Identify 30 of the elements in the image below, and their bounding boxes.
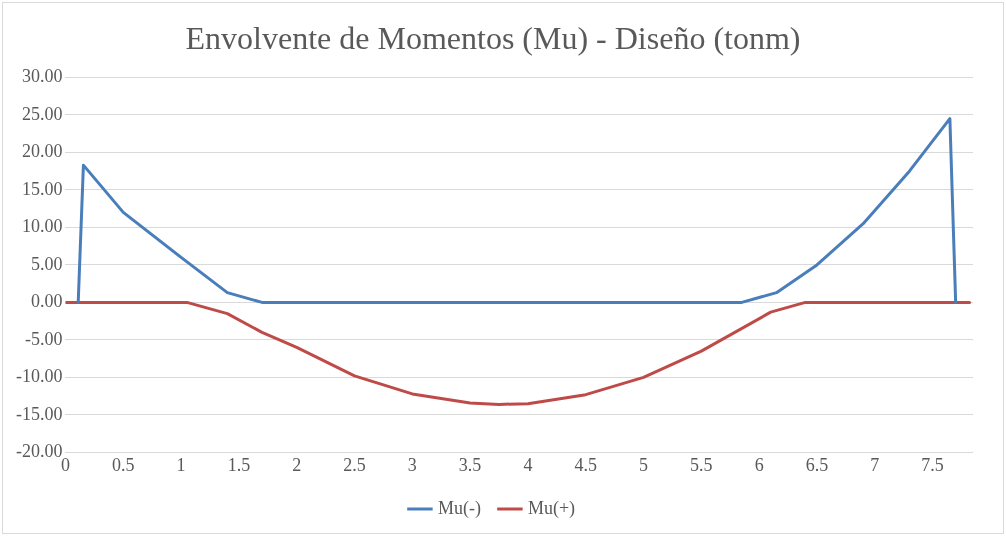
y-tick-label: -10.00 xyxy=(15,366,63,387)
y-tick-label: 15.00 xyxy=(21,178,63,199)
y-tick-label: 5.00 xyxy=(30,253,63,274)
y-tick-label: -20.00 xyxy=(15,441,63,462)
x-tick-label: 2.5 xyxy=(343,454,366,475)
y-tick-label: 30.00 xyxy=(21,66,63,87)
x-tick-label: 4.5 xyxy=(574,454,597,475)
x-tick-label: 6.5 xyxy=(805,454,829,475)
x-tick-label: 5.5 xyxy=(690,454,713,475)
x-tick-label: 4 xyxy=(523,454,533,475)
x-tick-label: 7.5 xyxy=(921,454,944,475)
y-tick-label: 0.00 xyxy=(30,291,63,312)
y-tick-label: 25.00 xyxy=(21,103,63,124)
y-tick-label: 20.00 xyxy=(21,141,63,162)
x-tick-label: 5 xyxy=(639,454,649,475)
x-tick-label: 2 xyxy=(292,454,302,475)
x-tick-label: 7 xyxy=(870,454,880,475)
x-tick-label: 3 xyxy=(407,454,417,475)
y-tick-label: -15.00 xyxy=(15,403,63,424)
x-tick-label: 0.5 xyxy=(112,454,135,475)
legend-label: Mu(-) xyxy=(437,497,481,519)
chart-title: Envolvente de Momentos (Mu) - Diseño (tonm) xyxy=(185,19,801,56)
y-tick-label: -5.00 xyxy=(24,328,63,349)
x-tick-label: 0 xyxy=(60,454,70,475)
x-tick-label: 1.5 xyxy=(227,454,251,475)
x-tick-label: 1 xyxy=(176,454,186,475)
legend-label: Mu(+) xyxy=(527,497,576,519)
x-tick-label: 6 xyxy=(754,454,764,475)
x-tick-label: 3.5 xyxy=(458,454,482,475)
y-tick-label: 10.00 xyxy=(21,216,63,237)
